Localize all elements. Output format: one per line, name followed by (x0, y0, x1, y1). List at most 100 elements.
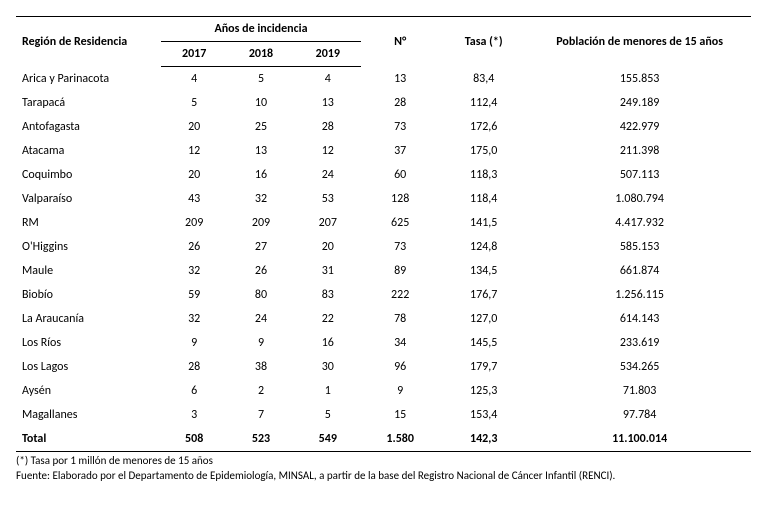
cell-pop: 1.080.794 (528, 187, 751, 211)
cell-y2019: 12 (294, 139, 361, 163)
cell-y2017: 5 (161, 91, 228, 115)
cell-y2019: 20 (294, 235, 361, 259)
cell-n: 73 (361, 235, 439, 259)
cell-y2019: 549 (294, 427, 361, 452)
cell-n: 15 (361, 403, 439, 427)
cell-y2018: 2 (228, 379, 295, 403)
table-row: Magallanes37515153,497.784 (16, 403, 751, 427)
cell-tasa: 176,7 (439, 283, 528, 307)
table-row-total: Total5085235491.580142,311.100.014 (16, 427, 751, 452)
cell-y2018: 209 (228, 211, 295, 235)
table-row: Maule32263189134,5661.874 (16, 259, 751, 283)
cell-region: Atacama (16, 139, 161, 163)
col-anos-span: Años de incidencia (161, 17, 361, 42)
cell-n: 625 (361, 211, 439, 235)
cell-y2017: 26 (161, 235, 228, 259)
cell-y2018: 10 (228, 91, 295, 115)
cell-y2018: 80 (228, 283, 295, 307)
incidence-table: Región de Residencia Años de incidencia … (16, 16, 751, 452)
table-row: Tarapacá5101328112,4249.189 (16, 91, 751, 115)
cell-pop: 4.417.932 (528, 211, 751, 235)
footnote-tasa: (*) Tasa por 1 millón de menores de 15 a… (16, 454, 751, 467)
col-pop: Población de menores de 15 años (528, 17, 751, 67)
cell-region: O'Higgins (16, 235, 161, 259)
cell-tasa: 153,4 (439, 403, 528, 427)
cell-y2019: 31 (294, 259, 361, 283)
cell-n: 13 (361, 67, 439, 92)
cell-pop: 233.619 (528, 331, 751, 355)
cell-n: 60 (361, 163, 439, 187)
cell-pop: 507.113 (528, 163, 751, 187)
cell-n: 73 (361, 115, 439, 139)
cell-n: 28 (361, 91, 439, 115)
cell-y2017: 20 (161, 115, 228, 139)
cell-y2018: 26 (228, 259, 295, 283)
cell-y2017: 6 (161, 379, 228, 403)
cell-region: Arica y Parinacota (16, 67, 161, 92)
cell-y2019: 24 (294, 163, 361, 187)
cell-tasa: 83,4 (439, 67, 528, 92)
cell-y2018: 32 (228, 187, 295, 211)
cell-tasa: 134,5 (439, 259, 528, 283)
cell-tasa: 118,4 (439, 187, 528, 211)
cell-n: 9 (361, 379, 439, 403)
cell-pop: 614.143 (528, 307, 751, 331)
cell-region: Biobío (16, 283, 161, 307)
footnote-fuente: Fuente: Elaborado por el Departamento de… (16, 469, 751, 482)
table-row: Coquimbo20162460118,3507.113 (16, 163, 751, 187)
cell-tasa: 142,3 (439, 427, 528, 452)
cell-pop: 71.803 (528, 379, 751, 403)
cell-n: 96 (361, 355, 439, 379)
cell-y2018: 27 (228, 235, 295, 259)
cell-y2017: 32 (161, 259, 228, 283)
cell-region: Aysén (16, 379, 161, 403)
table-row: Antofagasta20252873172,6422.979 (16, 115, 751, 139)
cell-n: 222 (361, 283, 439, 307)
table-row: La Araucanía32242278127,0614.143 (16, 307, 751, 331)
cell-pop: 211.398 (528, 139, 751, 163)
cell-tasa: 112,4 (439, 91, 528, 115)
table-row: Atacama12131237175,0211.398 (16, 139, 751, 163)
cell-n: 128 (361, 187, 439, 211)
cell-y2019: 5 (294, 403, 361, 427)
cell-region: Coquimbo (16, 163, 161, 187)
cell-region: Valparaíso (16, 187, 161, 211)
cell-y2019: 1 (294, 379, 361, 403)
cell-y2017: 43 (161, 187, 228, 211)
cell-y2019: 30 (294, 355, 361, 379)
cell-y2019: 4 (294, 67, 361, 92)
col-n: N° (361, 17, 439, 67)
cell-y2019: 16 (294, 331, 361, 355)
cell-n: 1.580 (361, 427, 439, 452)
cell-pop: 1.256.115 (528, 283, 751, 307)
cell-tasa: 145,5 (439, 331, 528, 355)
cell-y2018: 38 (228, 355, 295, 379)
cell-region: La Araucanía (16, 307, 161, 331)
cell-y2019: 53 (294, 187, 361, 211)
cell-pop: 422.979 (528, 115, 751, 139)
col-region: Región de Residencia (16, 17, 161, 67)
cell-y2019: 83 (294, 283, 361, 307)
cell-y2017: 3 (161, 403, 228, 427)
col-2017: 2017 (161, 42, 228, 67)
cell-y2017: 59 (161, 283, 228, 307)
table-row: Los Ríos991634145,5233.619 (16, 331, 751, 355)
cell-y2018: 13 (228, 139, 295, 163)
cell-y2018: 523 (228, 427, 295, 452)
cell-y2018: 25 (228, 115, 295, 139)
table-row: RM209209207625141,54.417.932 (16, 211, 751, 235)
cell-tasa: 124,8 (439, 235, 528, 259)
col-2019: 2019 (294, 42, 361, 67)
table-row: Los Lagos28383096179,7534.265 (16, 355, 751, 379)
cell-n: 89 (361, 259, 439, 283)
cell-tasa: 179,7 (439, 355, 528, 379)
cell-tasa: 141,5 (439, 211, 528, 235)
cell-y2017: 508 (161, 427, 228, 452)
cell-n: 34 (361, 331, 439, 355)
cell-y2017: 209 (161, 211, 228, 235)
col-2018: 2018 (228, 42, 295, 67)
cell-y2019: 13 (294, 91, 361, 115)
cell-pop: 249.189 (528, 91, 751, 115)
cell-region: RM (16, 211, 161, 235)
cell-tasa: 125,3 (439, 379, 528, 403)
